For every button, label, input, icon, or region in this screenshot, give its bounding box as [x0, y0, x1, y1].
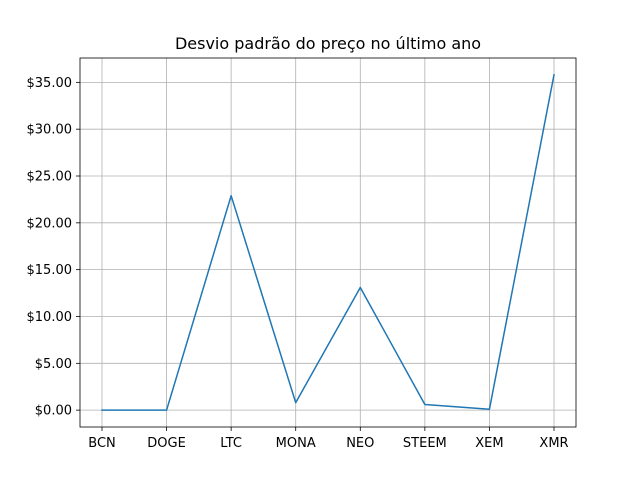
grid-lines — [80, 58, 576, 427]
x-tick-label: MONA — [276, 436, 316, 451]
y-tick-label: $0.00 — [35, 404, 72, 419]
y-tick-label: $35.00 — [27, 76, 73, 91]
plot-frame — [79, 57, 577, 428]
chart-title: Desvio padrão do preço no último ano — [175, 34, 481, 53]
y-tick-label: $5.00 — [35, 357, 72, 372]
x-tick-label: XMR — [539, 436, 568, 451]
x-axis-ticks: BCN DOGE LTC MONA NEO STEEM XEM XMR — [88, 427, 569, 451]
x-tick-label: LTC — [220, 436, 242, 451]
x-tick-label: BCN — [88, 436, 116, 451]
x-tick-label: NEO — [346, 436, 374, 451]
y-tick-label: $15.00 — [27, 263, 73, 278]
y-axis-ticks: $0.00 $5.00 $10.00 $15.00 $20.00 $25.00 $30.00… — [27, 76, 80, 419]
y-tick-label: $10.00 — [27, 310, 73, 325]
y-tick-label: $25.00 — [27, 170, 73, 185]
y-tick-label: $20.00 — [27, 216, 73, 231]
axes — [79, 57, 577, 428]
y-tick-label: $30.00 — [27, 123, 73, 138]
x-tick-label: STEEM — [403, 436, 447, 451]
data-series — [101, 73, 555, 411]
series-line — [101, 73, 555, 411]
x-tick-label: XEM — [475, 436, 503, 451]
x-tick-label: DOGE — [147, 436, 186, 451]
